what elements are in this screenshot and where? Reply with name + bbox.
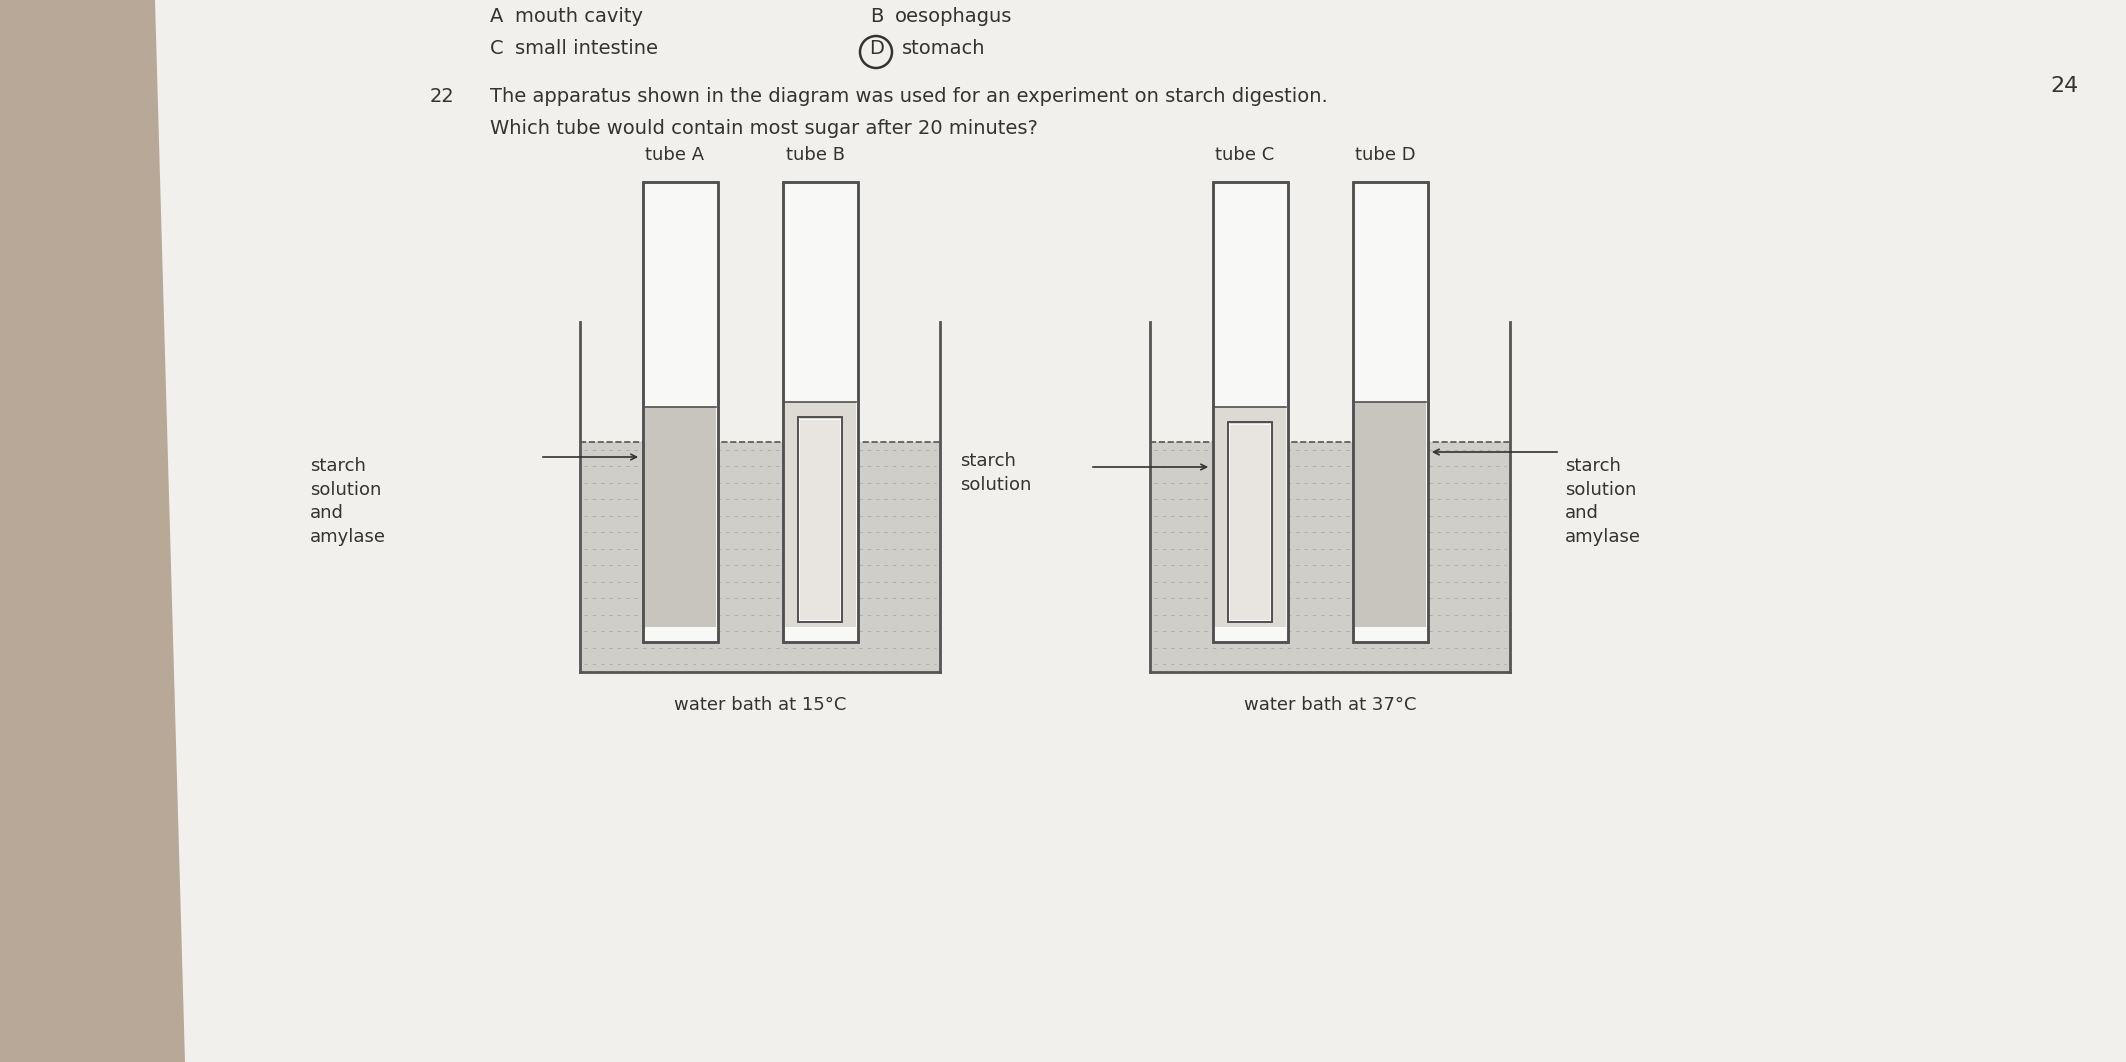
Bar bbox=[642, 182, 716, 643]
Text: oesophagus: oesophagus bbox=[895, 7, 1012, 25]
Text: Which tube would contain most sugar after 20 minutes?: Which tube would contain most sugar afte… bbox=[489, 119, 1037, 138]
Bar bbox=[1229, 422, 1271, 622]
Bar bbox=[580, 442, 940, 672]
Bar bbox=[1352, 182, 1427, 643]
Bar bbox=[784, 402, 855, 627]
Text: water bath at 15°C: water bath at 15°C bbox=[674, 696, 846, 714]
Text: tube C: tube C bbox=[1216, 145, 1276, 164]
Text: C: C bbox=[489, 39, 504, 58]
Text: 22: 22 bbox=[429, 87, 455, 106]
Bar bbox=[1352, 182, 1427, 643]
Bar bbox=[1212, 182, 1288, 643]
Text: tube D: tube D bbox=[1354, 145, 1416, 164]
Text: mouth cavity: mouth cavity bbox=[514, 7, 642, 25]
Text: tube A: tube A bbox=[646, 145, 704, 164]
Bar bbox=[1214, 407, 1286, 627]
Bar bbox=[642, 182, 716, 643]
Text: A: A bbox=[489, 7, 504, 25]
Text: D: D bbox=[870, 39, 884, 58]
Text: starch
solution: starch solution bbox=[961, 452, 1031, 494]
Text: The apparatus shown in the diagram was used for an experiment on starch digestio: The apparatus shown in the diagram was u… bbox=[489, 87, 1329, 106]
Text: small intestine: small intestine bbox=[514, 39, 659, 58]
Text: starch
solution
and
amylase: starch solution and amylase bbox=[310, 457, 387, 546]
Text: 24: 24 bbox=[2049, 76, 2079, 96]
Bar bbox=[1212, 182, 1288, 643]
Text: tube B: tube B bbox=[784, 145, 844, 164]
Text: water bath at 37°C: water bath at 37°C bbox=[1244, 696, 1416, 714]
Bar bbox=[1231, 425, 1269, 620]
Bar bbox=[1150, 442, 1509, 672]
Bar bbox=[644, 407, 716, 627]
Text: B: B bbox=[870, 7, 884, 25]
Text: stomach: stomach bbox=[901, 39, 986, 58]
Bar bbox=[799, 419, 840, 620]
Text: starch
solution
and
amylase: starch solution and amylase bbox=[1565, 457, 1641, 546]
Bar bbox=[1354, 402, 1427, 627]
Bar bbox=[797, 417, 842, 622]
Bar bbox=[782, 182, 857, 643]
Bar bbox=[782, 182, 857, 643]
Bar bbox=[797, 417, 842, 622]
Polygon shape bbox=[155, 0, 2126, 1062]
Bar bbox=[1229, 422, 1271, 622]
